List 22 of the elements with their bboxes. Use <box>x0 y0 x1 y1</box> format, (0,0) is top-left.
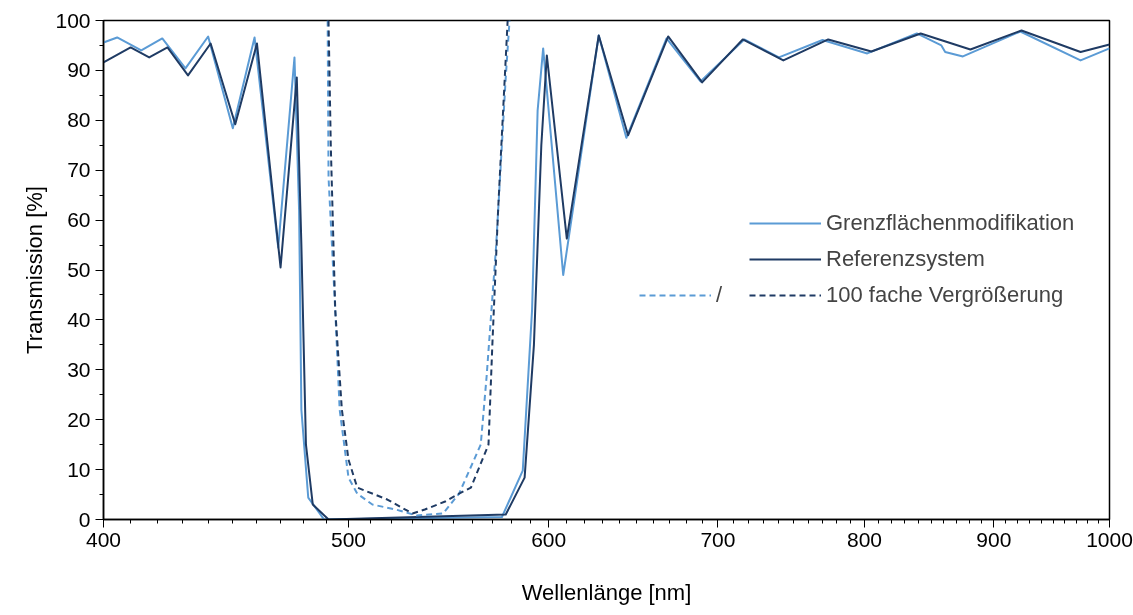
y-tick-label: 10 <box>67 457 91 481</box>
y-tick-label: 30 <box>67 357 91 381</box>
x-tick-label: 600 <box>531 527 567 551</box>
y-axis-title: Transmission [%] <box>22 186 48 354</box>
y-tick-label: 70 <box>67 158 91 182</box>
x-tick-label: 1000 <box>1086 527 1133 551</box>
legend-label: 100 fache Vergrößerung <box>826 281 1064 310</box>
legend-label: Grenzflächenmodifikation <box>826 209 1075 238</box>
x-tick-label: 500 <box>330 527 367 551</box>
y-tick-label: 100 <box>55 8 91 32</box>
annotation: / <box>716 281 724 310</box>
y-tick-label: 60 <box>67 208 91 232</box>
y-tick-label: 40 <box>67 307 91 331</box>
y-tick-label: 90 <box>67 58 91 82</box>
x-axis-title: Wellenlänge [nm] <box>521 579 692 605</box>
y-tick-label: 80 <box>67 108 91 132</box>
y-tick-label: 20 <box>67 407 91 431</box>
legend-label: Referenzsystem <box>826 245 985 274</box>
y-tick-label: 50 <box>67 258 91 281</box>
x-tick-label: 900 <box>976 527 1012 551</box>
x-tick-label: 800 <box>846 527 883 551</box>
x-tick-label: 700 <box>700 527 736 551</box>
